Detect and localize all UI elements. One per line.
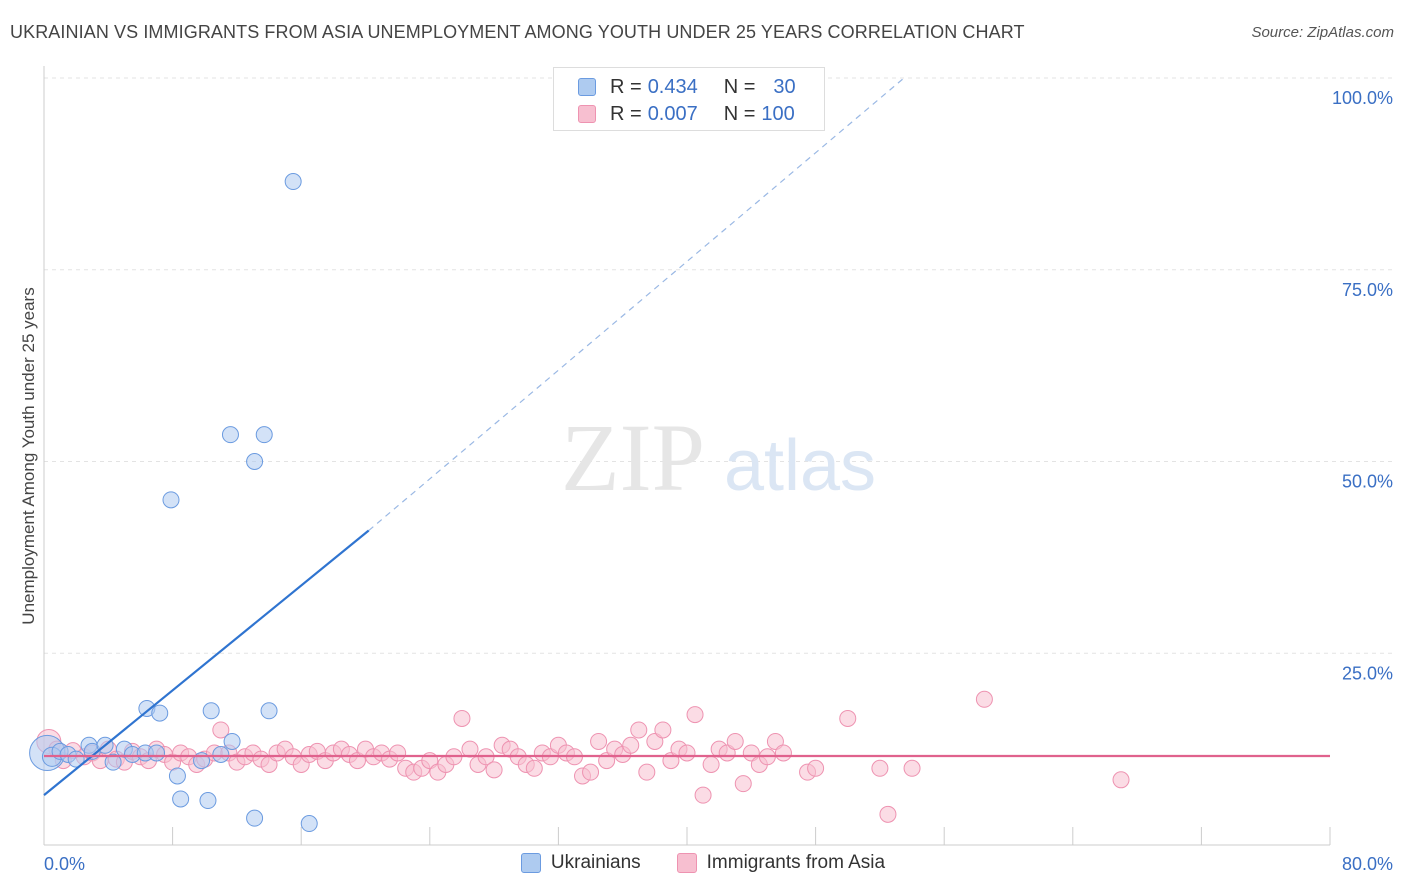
data-point-immigrants	[622, 736, 640, 754]
x-tick-labels: 0.0% 80.0%	[44, 854, 1393, 874]
legend-swatch-blue	[578, 78, 596, 96]
data-point-immigrants	[590, 732, 608, 750]
data-point-ukrainians	[221, 426, 239, 444]
data-point-ukrainians	[300, 815, 318, 833]
y-tick-labels: 25.0% 50.0% 75.0% 100.0%	[1332, 88, 1393, 683]
data-point-ukrainians	[246, 809, 264, 827]
data-point-ukrainians	[168, 767, 186, 785]
y-tick-label: 25.0%	[1342, 663, 1393, 683]
data-point-immigrants	[726, 732, 744, 750]
y-tick-label: 50.0%	[1342, 472, 1393, 492]
series-ukrainians	[29, 173, 318, 833]
data-point-ukrainians	[202, 702, 220, 720]
data-point-immigrants	[807, 759, 825, 777]
n-label: N =	[723, 75, 756, 98]
data-point-ukrainians	[255, 426, 273, 444]
r-value: 0.434	[647, 75, 698, 98]
legend-item-immigrants: Immigrants from Asia	[676, 852, 886, 874]
data-point-immigrants	[871, 759, 889, 777]
r-label: R =	[610, 75, 642, 98]
y-tick-label: 100.0%	[1332, 88, 1393, 108]
data-point-ukrainians	[151, 704, 169, 722]
legend-label-immigrants: Immigrants from Asia	[706, 852, 886, 873]
n-label: N =	[723, 102, 756, 125]
data-point-immigrants	[485, 761, 503, 779]
data-point-immigrants	[582, 763, 600, 781]
data-point-ukrainians	[212, 745, 230, 763]
data-point-immigrants	[774, 744, 792, 762]
x-tick-label-min: 0.0%	[44, 854, 85, 874]
series-legend: Ukrainians Immigrants from Asia	[0, 852, 1406, 874]
legend-label-ukrainians: Ukrainians	[550, 852, 641, 873]
source-label: Source: ZipAtlas.com	[1251, 24, 1394, 41]
data-point-ukrainians	[284, 173, 302, 191]
data-point-immigrants	[638, 763, 656, 781]
grid-lines	[44, 77, 1392, 654]
data-point-immigrants	[453, 709, 471, 727]
data-point-immigrants	[389, 744, 407, 762]
legend-item-ukrainians: Ukrainians	[520, 852, 641, 874]
trend-lines	[43, 77, 1330, 796]
legend-swatch-pink	[676, 853, 697, 873]
data-point-ukrainians	[172, 790, 190, 808]
trend-line-ukrainians	[43, 529, 370, 796]
r-label: R =	[610, 102, 642, 125]
data-point-ukrainians	[104, 753, 122, 771]
data-point-ukrainians	[199, 792, 217, 810]
data-point-immigrants	[686, 706, 704, 724]
r-value: 0.007	[647, 102, 698, 125]
data-point-ukrainians	[148, 744, 166, 762]
data-point-immigrants	[839, 709, 857, 727]
data-point-immigrants	[694, 786, 712, 804]
data-point-immigrants	[678, 744, 696, 762]
y-axis-label: Unemployment Among Youth under 25 years	[19, 287, 38, 624]
data-point-immigrants	[646, 732, 664, 750]
watermark-atlas: atlas	[724, 426, 876, 506]
trend-line-ukrainians-extension	[368, 77, 905, 531]
data-point-immigrants	[702, 755, 720, 773]
stats-row-ukrainians: R = 0.434 N = 30	[578, 74, 796, 100]
data-point-immigrants	[212, 721, 230, 739]
legend-swatch-pink	[578, 105, 596, 123]
data-point-ukrainians	[260, 702, 278, 720]
data-point-immigrants	[766, 732, 784, 750]
x-tick-label-max: 80.0%	[1342, 854, 1393, 874]
data-point-immigrants	[879, 805, 897, 823]
data-point-immigrants	[734, 775, 752, 793]
stats-row-immigrants: R = 0.007 N = 100	[578, 101, 795, 127]
stats-legend: R = 0.434 N = 30 R = 0.007 N = 100	[553, 67, 825, 131]
n-value: 30	[773, 75, 796, 98]
data-point-ukrainians	[162, 491, 180, 509]
legend-swatch-blue	[520, 853, 541, 873]
y-tick-label: 75.0%	[1342, 280, 1393, 300]
axes	[43, 66, 1331, 846]
data-point-immigrants	[975, 690, 993, 708]
data-point-immigrants	[903, 759, 921, 777]
data-point-immigrants	[525, 759, 543, 777]
watermark-zip: ZIP	[561, 404, 705, 511]
data-point-ukrainians	[246, 453, 264, 470]
data-point-immigrants	[630, 721, 648, 739]
watermark: ZIP atlas	[561, 404, 876, 511]
data-point-immigrants	[461, 740, 479, 758]
chart-title: UKRAINIAN VS IMMIGRANTS FROM ASIA UNEMPL…	[10, 22, 1025, 42]
n-value: 100	[761, 102, 795, 125]
data-point-ukrainians	[223, 732, 241, 750]
data-point-immigrants	[1112, 771, 1130, 789]
data-point-immigrants	[654, 721, 672, 739]
